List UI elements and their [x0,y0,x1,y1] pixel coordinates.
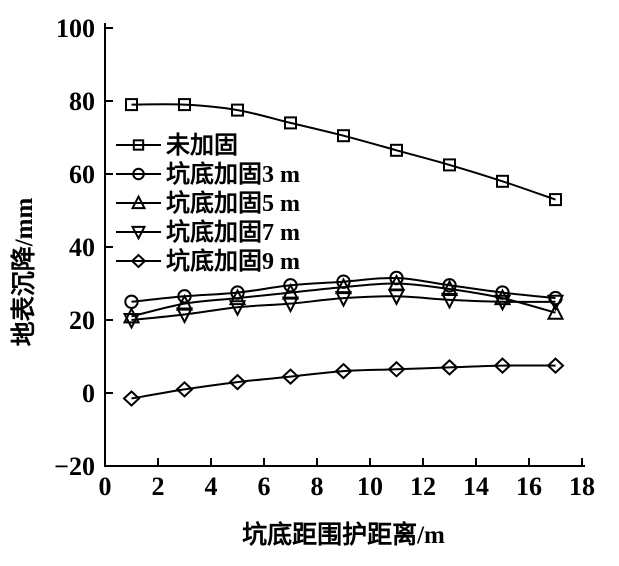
y-tick-label: −20 [54,452,95,481]
y-tick-label: 40 [69,233,95,262]
legend-marker-triangle-up [130,194,147,210]
y-tick-label: 60 [69,160,95,189]
series-2-marker [122,306,141,324]
legend-label: 未加固 [166,132,238,159]
series-1-marker [283,278,298,293]
series-0 [125,98,562,207]
series-4-line [131,364,556,400]
legend-item: 坑底加固7 m [116,218,300,246]
legend-item: 坑底加固5 m [116,189,300,217]
series-3-marker [440,292,459,310]
series-1-marker [442,278,457,293]
y-axis-title: 地表沉降/mm [10,198,38,347]
legend-marker-square [132,139,145,151]
legend-label: 坑底加固3 m [166,160,300,188]
series-3-marker [546,294,565,312]
series-4 [122,357,565,407]
series-3-marker [493,294,512,312]
series-4-marker [175,381,194,398]
x-axis-title: 坑底距围护距离/m [242,520,445,549]
series-0-marker [390,143,403,157]
x-tick-label: 2 [152,472,165,501]
y-tick-label: 80 [69,87,95,116]
x-tick-label: 0 [99,472,112,501]
x-tick-label: 18 [569,472,595,501]
legend-label: 坑底加固5 m [166,189,300,217]
series-3-marker [175,307,194,325]
y-tick-label: 100 [56,14,95,43]
series-0-line [131,103,556,201]
series-0-marker [337,129,350,143]
x-tick-label: 12 [410,472,436,501]
y-tick-label: 0 [82,379,95,408]
series-3-marker [281,296,300,314]
series-1-marker [177,289,192,304]
x-tick-label: 10 [357,472,383,501]
series-4-marker [122,390,141,407]
legend-marker-triangle-down [130,225,147,241]
series-2-line [131,282,556,318]
series-0-marker [443,158,456,172]
series-4-marker [281,368,300,385]
x-tick-label: 4 [205,472,218,501]
series-2-marker [175,293,194,311]
legend-item: 未加固 [116,132,238,159]
legend-item: 坑底加固9 m [116,247,300,275]
x-tick-label: 8 [311,472,324,501]
y-tick-label: 20 [69,306,95,335]
series-4-marker [228,373,247,391]
series-4-marker [387,360,406,378]
series-3-marker [387,289,406,306]
series-2-marker [546,303,565,320]
legend-item: 坑底加固3 m [116,160,300,188]
series-4-marker [493,357,512,374]
legend-marker-diamond [130,253,147,269]
legend-marker-circle [132,167,145,181]
series-0-marker [178,98,191,112]
series-2-marker [440,279,459,296]
series-2-marker [228,288,247,306]
series-3-marker [122,313,141,330]
series-3-marker [228,300,247,317]
series-4-marker [334,362,353,380]
series-3 [122,289,565,330]
series-4-marker [546,357,565,374]
series-2-marker [493,288,512,306]
series-0-marker [125,98,138,112]
series-0-marker [549,193,562,207]
series-0-marker [496,174,509,188]
series-3-marker [334,291,353,308]
legend-label: 坑底加固9 m [166,247,300,275]
series-0-marker [231,103,244,117]
series-0-marker [284,116,297,130]
x-tick-label: 16 [516,472,542,501]
x-tick-label: 14 [463,472,489,501]
x-tick-label: 6 [258,472,271,501]
series-3-line [131,295,556,321]
legend-label: 坑底加固7 m [166,218,300,246]
series-4-marker [440,359,459,376]
